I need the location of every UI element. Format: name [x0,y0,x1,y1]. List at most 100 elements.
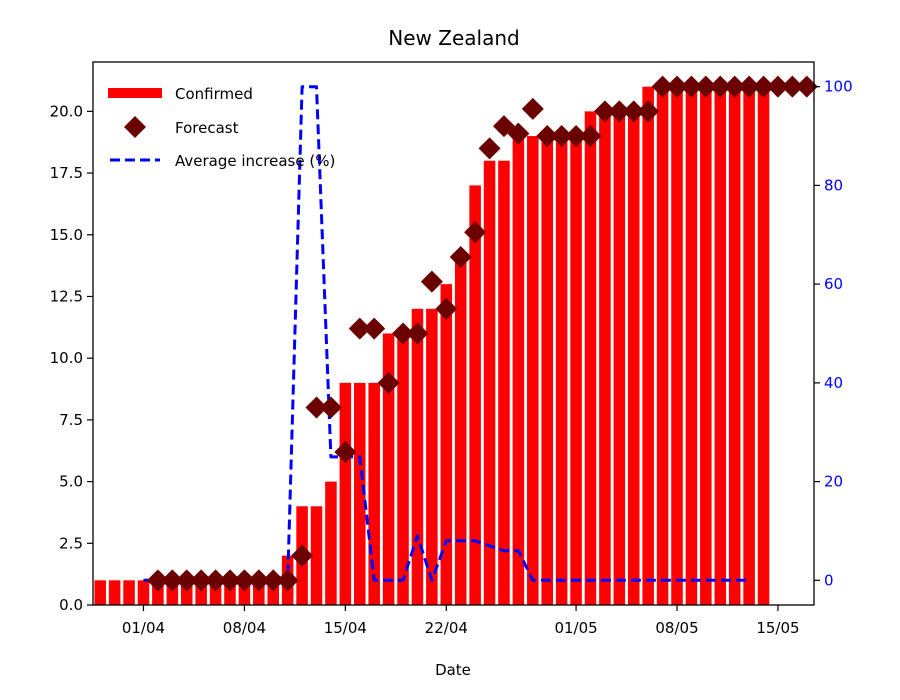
y2-tick-label-1: 20 [824,473,843,491]
x-tick-label-0: 01/04 [122,619,165,637]
bar-confirmed-23 [426,308,438,605]
y2-axis-ticks: 0 20 40 60 80 100 [814,78,853,589]
bar-confirmed-7 [195,580,207,605]
bar-confirmed-29 [512,136,525,605]
forecast-point-3 [190,569,213,592]
forecast-point-44 [781,75,804,98]
forecast-point-30 [579,125,602,148]
bar-confirmed-38 [642,86,654,605]
forecast-point-15 [363,317,386,340]
bar-confirmed-34 [584,111,597,605]
bar-confirmed-19 [368,382,380,605]
series-line-average-increase [143,85,750,582]
forecast-point-34 [637,100,660,123]
y-tick-label-2: 5.0 [59,473,83,491]
bar-confirmed-6 [180,580,193,605]
bar-confirmed-22 [411,308,424,605]
bar-confirmed-3 [137,580,150,605]
bar-confirmed-17 [339,382,352,605]
forecast-point-23 [478,137,501,160]
forecast-point-36 [666,75,689,98]
forecast-point-41 [738,75,761,98]
bar-confirmed-40 [671,86,683,605]
bar-confirmed-33 [570,136,582,605]
bar-confirmed-21 [397,333,409,605]
y2-tick-label-3: 60 [824,275,843,293]
forecast-point-0 [146,569,169,592]
forecast-point-19 [420,270,443,293]
forecast-point-13 [334,440,357,463]
forecast-point-29 [565,125,588,148]
forecast-point-11 [305,396,328,419]
bar-confirmed-24 [440,284,453,605]
legend: Confirmed Forecast Average increase (%) [108,85,335,170]
forecast-point-9 [276,569,299,592]
bar-confirmed-15 [310,506,323,605]
bar-confirmed-8 [209,580,222,605]
bar-confirmed-35 [599,111,611,605]
legend-label-confirmed: Confirmed [175,85,253,103]
forecast-point-27 [536,125,559,148]
bar-confirmed-27 [483,160,496,605]
forecast-point-31 [593,100,616,123]
forecast-point-6 [233,569,256,592]
forecast-point-28 [550,125,573,148]
bar-confirmed-36 [613,111,626,605]
forecast-point-42 [752,75,775,98]
legend-swatch-confirmed [108,88,162,98]
average-increase-line [143,85,750,582]
y-tick-label-4: 10.0 [50,349,83,367]
confirmed-bars [94,86,770,605]
forecast-point-25 [507,122,530,145]
y-tick-label-6: 15.0 [50,226,83,244]
bar-confirmed-16 [325,481,337,605]
forecast-point-21 [449,245,472,268]
forecast-point-38 [694,75,717,98]
forecast-point-22 [464,221,487,244]
forecast-point-17 [392,322,415,345]
bar-confirmed-4 [152,580,164,605]
forecast-point-43 [766,75,789,98]
forecast-point-5 [218,569,241,592]
bar-confirmed-46 [757,86,770,605]
forecast-point-39 [709,75,732,98]
bar-confirmed-25 [454,259,467,605]
bar-confirmed-12 [267,580,280,605]
bar-confirmed-30 [527,136,539,605]
forecast-point-16 [377,371,400,394]
bar-confirmed-1 [108,580,121,605]
bar-confirmed-32 [555,136,568,605]
forecast-point-37 [680,75,703,98]
forecast-point-45 [795,75,818,98]
y2-tick-label-5: 100 [824,78,853,96]
forecast-point-2 [175,569,198,592]
legend-swatch-forecast [124,116,146,138]
y-tick-label-7: 17.5 [50,164,83,182]
bar-confirmed-43 [714,86,727,605]
bar-confirmed-42 [700,86,712,605]
x-axis-ticks: 01/04 08/04 15/04 22/04 01/05 08/05 15/05 [122,605,800,637]
forecast-markers [146,75,818,592]
y-tick-label-0: 0.0 [59,596,83,614]
x-tick-label-4: 01/05 [554,619,597,637]
legend-label-forecast: Forecast [175,119,239,137]
bar-confirmed-37 [627,111,640,605]
y-tick-label-8: 20.0 [50,102,83,120]
x-tick-label-1: 08/04 [223,619,266,637]
forecast-point-26 [521,97,544,120]
bar-confirmed-39 [656,86,669,605]
bar-confirmed-26 [469,185,481,605]
forecast-point-10 [291,544,314,567]
bar-confirmed-44 [728,86,741,605]
x-tick-label-5: 08/05 [655,619,698,637]
y-tick-label-1: 2.5 [59,534,83,552]
chart-title: New Zealand [388,26,519,50]
forecast-point-18 [406,322,429,345]
bar-confirmed-11 [253,580,265,605]
y-tick-label-5: 12.5 [50,287,83,305]
x-tick-label-3: 22/04 [425,619,468,637]
y2-tick-label-2: 40 [824,374,843,392]
forecast-point-7 [247,569,270,592]
y2-tick-label-0: 0 [824,571,834,589]
forecast-point-40 [723,75,746,98]
